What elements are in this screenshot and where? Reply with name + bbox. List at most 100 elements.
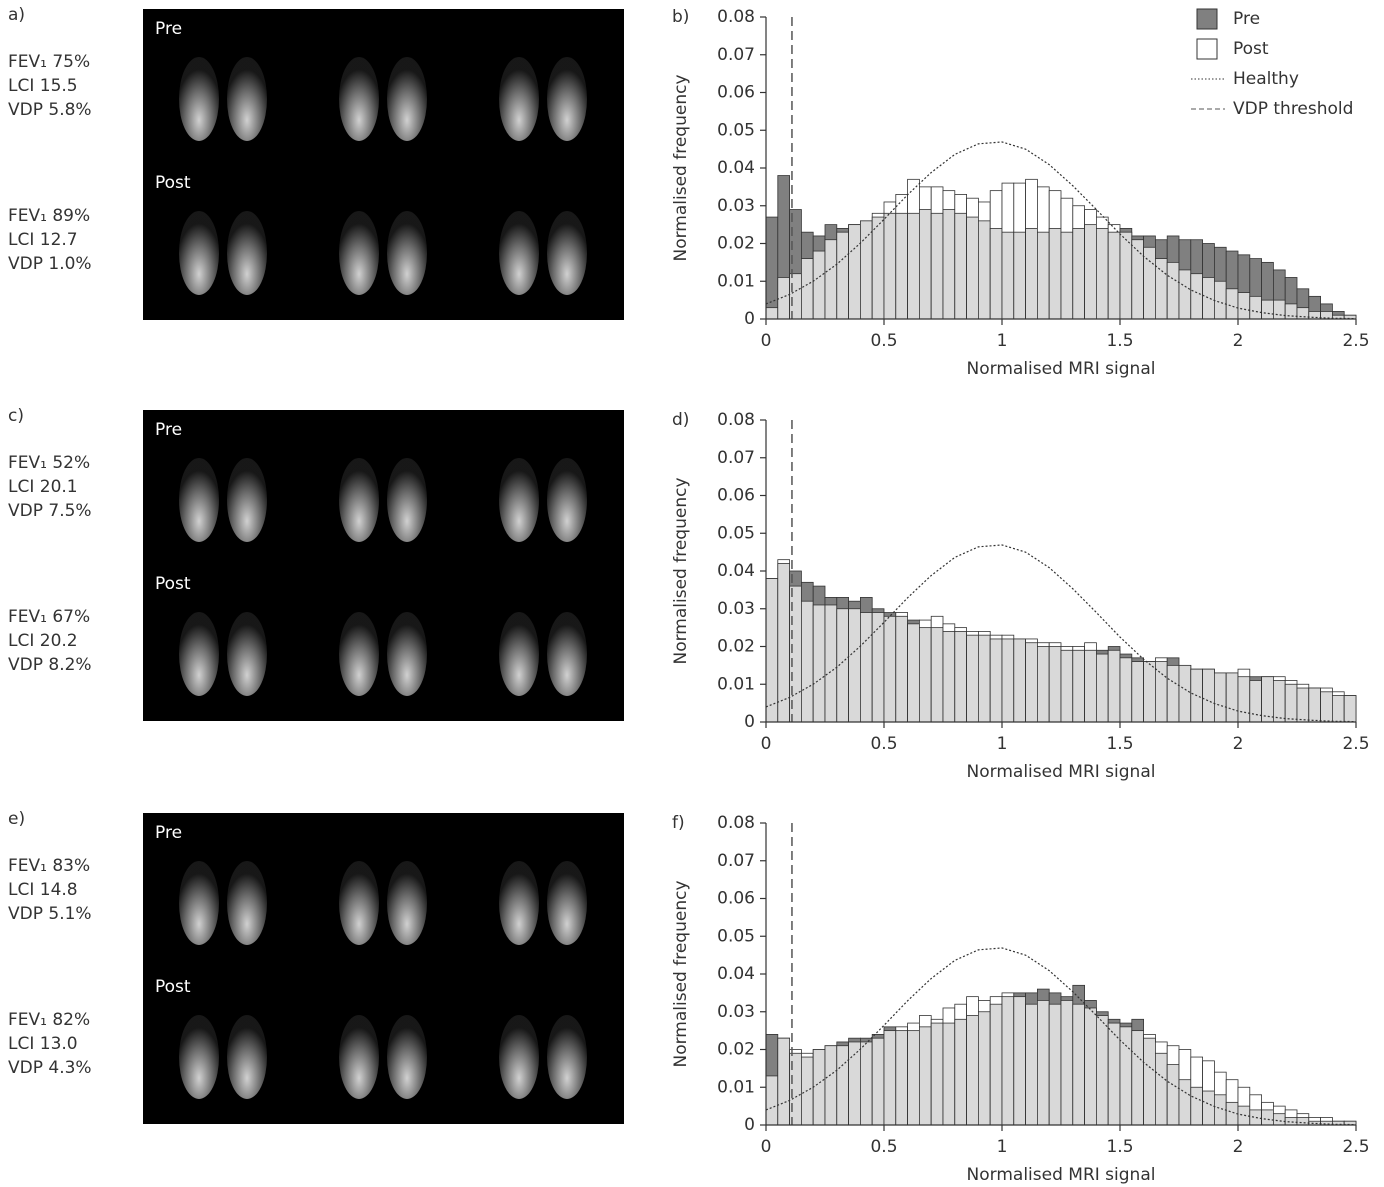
lung-shape (339, 57, 379, 141)
bar (942, 631, 956, 723)
y-axis-title: Normalised frequency (671, 880, 691, 1067)
bar (765, 578, 779, 723)
bar (860, 1041, 873, 1126)
bar (1107, 231, 1121, 320)
bar (777, 277, 790, 320)
bar (1037, 1000, 1050, 1126)
stat-text: LCI 12.7 (8, 230, 78, 250)
bar (895, 1030, 908, 1126)
x-tick-label: 0 (761, 331, 772, 351)
y-tick-label: 0.06 (717, 83, 755, 103)
lung-shape (339, 458, 379, 542)
bar (1001, 996, 1015, 1126)
bar (883, 615, 897, 723)
bar (1072, 227, 1086, 320)
lung-shape (387, 1015, 427, 1099)
bar (989, 1003, 1003, 1126)
bar (812, 250, 826, 320)
bar (777, 1037, 790, 1126)
bar (871, 216, 885, 320)
bar (1284, 303, 1298, 320)
lung-shape (339, 861, 379, 945)
x-tick-label: 0.5 (870, 734, 897, 754)
bar (824, 1045, 838, 1126)
lung-shape (227, 1015, 267, 1099)
bar (883, 212, 897, 320)
bar (1131, 661, 1145, 723)
y-tick-label: 0.03 (717, 599, 755, 619)
bar (836, 1045, 849, 1126)
bar (1273, 299, 1286, 320)
bar (895, 615, 908, 723)
bar (1190, 273, 1204, 320)
y-tick-label: 0 (744, 309, 755, 329)
image-label: Pre (155, 19, 182, 39)
bar (1155, 661, 1168, 723)
bar (1261, 676, 1274, 723)
bar (1202, 1090, 1215, 1126)
lung-shape (179, 861, 219, 945)
x-tick-label: 0.5 (870, 331, 897, 351)
bar (824, 239, 838, 320)
bar (1249, 295, 1263, 320)
image-label: Post (155, 173, 191, 193)
bar (1060, 231, 1074, 320)
lung-shape (547, 211, 587, 295)
panel-label: f) (672, 813, 685, 833)
bar (1202, 277, 1215, 320)
bar (1060, 1000, 1074, 1126)
y-tick-label: 0.05 (717, 120, 755, 140)
bar (1190, 1086, 1204, 1126)
bar (1037, 646, 1050, 723)
bar (883, 1030, 897, 1126)
lung-shape (387, 612, 427, 696)
bar (942, 1022, 956, 1126)
bar (765, 1075, 779, 1126)
bar (1143, 661, 1156, 723)
bar (1320, 311, 1333, 320)
stat-text: FEV₁ 83% (8, 856, 90, 876)
stat-text: LCI 15.5 (8, 76, 78, 96)
bar (1237, 292, 1251, 320)
bar (1119, 1026, 1133, 1126)
bar (1178, 664, 1192, 723)
y-tick-label: 0.08 (717, 410, 755, 430)
lung-shape (339, 211, 379, 295)
bar (1037, 231, 1050, 320)
bar (1119, 231, 1133, 320)
bar (907, 1030, 920, 1126)
bar (1072, 649, 1086, 723)
y-tick-label: 0.04 (717, 158, 755, 178)
y-tick-label: 0 (744, 712, 755, 732)
bar (801, 258, 814, 320)
lung-shape (339, 1015, 379, 1099)
lung-shape (547, 1015, 587, 1099)
x-tick-label: 1 (997, 331, 1008, 351)
stat-text: VDP 8.2% (8, 655, 92, 675)
bar (1296, 1117, 1310, 1126)
bar (1178, 269, 1192, 320)
panel-label: e) (8, 809, 25, 829)
bar (1001, 231, 1015, 320)
bar (1296, 687, 1310, 723)
x-tick-label: 2.5 (1342, 734, 1369, 754)
panel-label: a) (8, 5, 25, 25)
healthy-curve (765, 947, 1357, 1126)
x-tick-label: 2 (1233, 331, 1244, 351)
bar (1332, 695, 1345, 723)
lung-shape (179, 211, 219, 295)
lung-shape (339, 612, 379, 696)
y-axis-title: Normalised frequency (671, 477, 691, 664)
bar (966, 634, 979, 723)
lung-shape (179, 612, 219, 696)
stat-text: VDP 5.8% (8, 100, 92, 120)
bar (848, 608, 861, 723)
stat-text: VDP 1.0% (8, 254, 92, 274)
panel-label: c) (8, 406, 24, 426)
bar (836, 231, 849, 320)
bar (1155, 1052, 1168, 1126)
bar (1166, 664, 1180, 723)
lung-shape (227, 861, 267, 945)
lung-shape (179, 57, 219, 141)
